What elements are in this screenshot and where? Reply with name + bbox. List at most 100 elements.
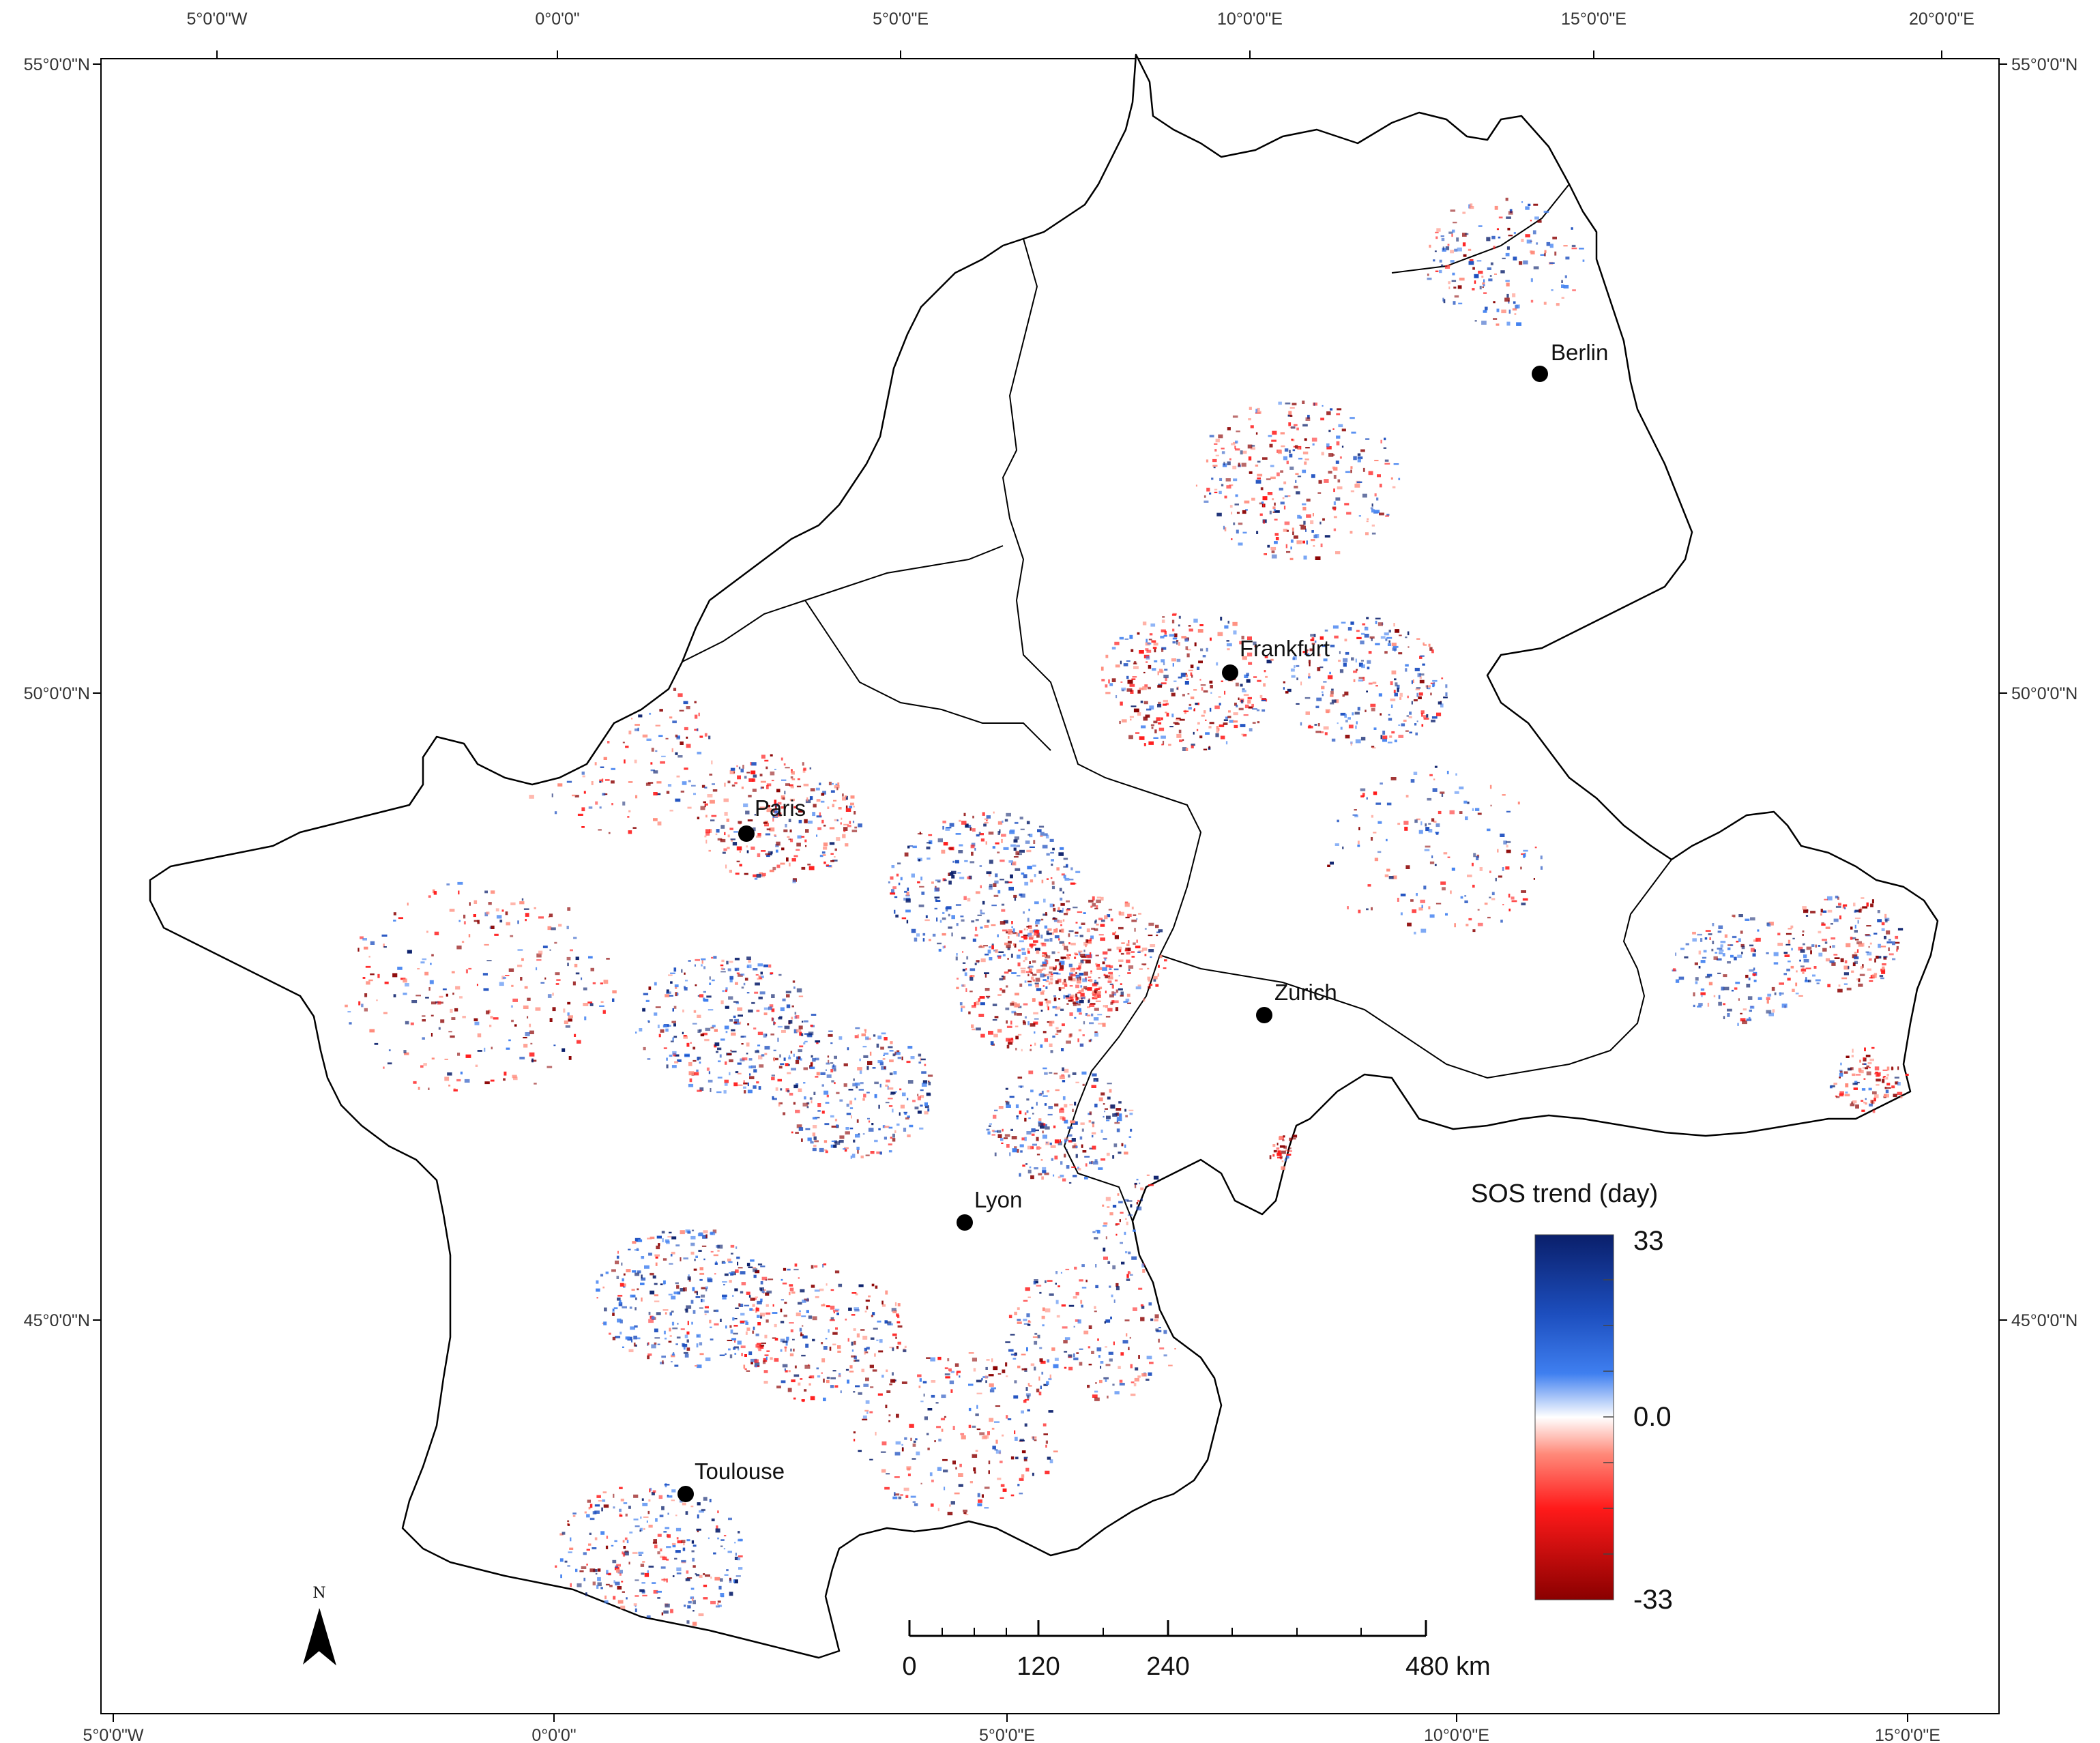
negative-trend-pixel [475, 1064, 478, 1067]
negative-trend-pixel [1109, 965, 1113, 968]
negative-trend-pixel [941, 1429, 944, 1432]
negative-trend-pixel [1218, 728, 1220, 731]
positive-trend-pixel [1163, 675, 1169, 679]
positive-trend-pixel [793, 986, 796, 989]
positive-trend-pixel [639, 1589, 645, 1592]
negative-trend-pixel [1855, 939, 1859, 941]
positive-trend-pixel [669, 1263, 673, 1265]
negative-trend-pixel [1001, 1142, 1004, 1144]
negative-trend-pixel [1125, 1218, 1127, 1220]
positive-trend-pixel [759, 991, 765, 995]
positive-trend-pixel [945, 907, 948, 912]
negative-trend-pixel [1362, 623, 1366, 626]
negative-trend-pixel [963, 896, 967, 900]
negative-trend-pixel [1713, 995, 1716, 997]
positive-trend-pixel [969, 861, 975, 864]
negative-trend-pixel [1380, 713, 1382, 716]
negative-trend-pixel [690, 1506, 694, 1508]
negative-trend-pixel [1102, 1204, 1105, 1207]
negative-trend-pixel [1262, 496, 1268, 501]
negative-trend-pixel [1103, 1256, 1108, 1260]
positive-trend-pixel [691, 1550, 695, 1553]
negative-trend-pixel [1142, 686, 1147, 690]
negative-trend-pixel [1131, 649, 1134, 652]
negative-trend-pixel [1062, 980, 1064, 984]
positive-trend-pixel [1015, 868, 1021, 871]
negative-trend-pixel [1463, 254, 1467, 257]
positive-trend-pixel [997, 890, 1001, 894]
positive-trend-pixel [1062, 1096, 1066, 1100]
positive-trend-pixel [1041, 1090, 1044, 1095]
negative-trend-pixel [529, 795, 534, 799]
negative-trend-pixel [1094, 907, 1098, 909]
negative-trend-pixel [740, 1345, 746, 1349]
negative-trend-pixel [985, 841, 987, 845]
negative-trend-pixel [1105, 991, 1107, 994]
positive-trend-pixel [984, 972, 989, 974]
negative-trend-pixel [683, 1542, 685, 1546]
negative-trend-pixel [744, 1090, 746, 1094]
negative-trend-pixel [705, 1574, 710, 1577]
negative-trend-pixel [796, 843, 801, 847]
positive-trend-pixel [993, 1130, 998, 1132]
negative-trend-pixel [577, 813, 583, 816]
negative-trend-pixel [1077, 1168, 1081, 1171]
positive-trend-pixel [484, 890, 488, 894]
negative-trend-pixel [1491, 898, 1496, 900]
negative-trend-pixel [727, 780, 731, 784]
negative-trend-pixel [805, 829, 809, 833]
negative-trend-pixel [410, 1022, 414, 1025]
positive-trend-pixel [1338, 424, 1343, 428]
positive-trend-pixel [865, 1400, 870, 1404]
positive-trend-pixel [1024, 980, 1027, 983]
positive-trend-pixel [1042, 1067, 1047, 1070]
negative-trend-pixel [1026, 849, 1032, 853]
negative-trend-pixel [963, 1512, 967, 1514]
negative-trend-pixel [943, 842, 948, 846]
positive-trend-pixel [1095, 1264, 1097, 1268]
negative-trend-pixel [1060, 987, 1065, 989]
negative-trend-pixel [787, 1388, 792, 1392]
positive-trend-pixel [1367, 667, 1370, 670]
positive-trend-pixel [1118, 1113, 1122, 1117]
negative-trend-pixel [612, 990, 617, 994]
negative-trend-pixel [1128, 940, 1130, 943]
bottom-axis-label: 5°0'0"W [83, 1726, 144, 1743]
positive-trend-pixel [540, 982, 545, 984]
negative-trend-pixel [704, 1038, 710, 1042]
negative-trend-pixel [1057, 920, 1062, 924]
positive-trend-pixel [666, 1057, 668, 1061]
negative-trend-pixel [878, 1350, 884, 1353]
negative-trend-pixel [1888, 947, 1890, 952]
positive-trend-pixel [1105, 1379, 1107, 1382]
right-axis-label: 55°0'0"N [2011, 55, 2077, 74]
positive-trend-pixel [821, 851, 826, 854]
negative-trend-pixel [1407, 922, 1412, 926]
positive-trend-pixel [1364, 634, 1369, 638]
positive-trend-pixel [655, 1518, 658, 1522]
negative-trend-pixel [1087, 1006, 1091, 1008]
negative-trend-pixel [620, 1605, 626, 1609]
negative-trend-pixel [982, 812, 985, 816]
negative-trend-pixel [863, 1094, 866, 1098]
positive-trend-pixel [1100, 919, 1105, 922]
negative-trend-pixel [973, 1368, 976, 1372]
negative-trend-pixel [988, 1470, 990, 1474]
negative-trend-pixel [875, 1431, 877, 1436]
negative-trend-pixel [453, 1089, 458, 1092]
negative-trend-pixel [1094, 1397, 1100, 1401]
positive-trend-pixel [735, 1001, 739, 1005]
positive-trend-pixel [1344, 714, 1347, 718]
negative-trend-pixel [968, 1011, 971, 1014]
positive-trend-pixel [956, 953, 958, 956]
negative-trend-pixel [1082, 1150, 1087, 1153]
negative-trend-pixel [1858, 983, 1863, 987]
positive-trend-pixel [684, 986, 686, 989]
positive-trend-pixel [1068, 963, 1073, 967]
negative-trend-pixel [830, 853, 834, 855]
positive-trend-pixel [1571, 227, 1573, 230]
negative-trend-pixel [709, 1319, 712, 1323]
positive-trend-pixel [654, 1337, 660, 1339]
negative-trend-pixel [833, 1311, 835, 1314]
negative-trend-pixel [1108, 909, 1113, 911]
